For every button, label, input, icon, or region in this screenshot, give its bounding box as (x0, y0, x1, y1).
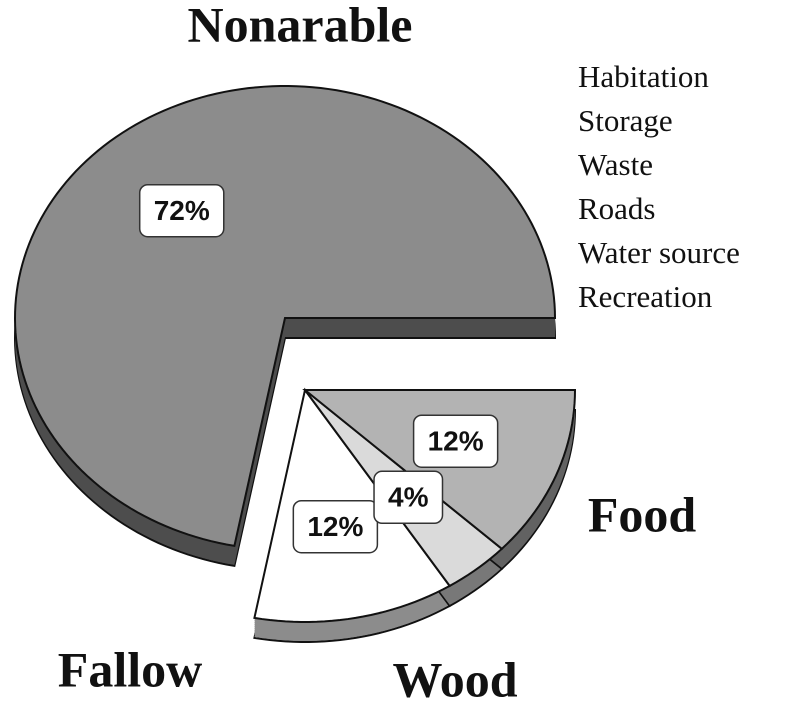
category-label: Wood (392, 651, 517, 707)
category-label: Fallow (58, 641, 202, 697)
annotation: Storage (578, 103, 673, 138)
category-label: Nonarable (188, 0, 413, 52)
category-label: Food (588, 486, 697, 542)
annotation: Water source (578, 235, 740, 270)
annotation: Waste (578, 147, 653, 182)
annotation: Roads (578, 191, 656, 226)
value-label-box (138, 183, 225, 238)
value-label: 12% (428, 426, 484, 457)
value-label-box (373, 470, 444, 525)
slice (302, 389, 577, 551)
value-label: 4% (388, 482, 429, 513)
value-label-box (292, 499, 379, 554)
value-label: 12% (307, 511, 363, 542)
value-label-box (412, 414, 499, 468)
annotation: Recreation (578, 279, 713, 314)
value-label: 72% (154, 195, 210, 226)
annotation: Habitation (578, 59, 709, 94)
